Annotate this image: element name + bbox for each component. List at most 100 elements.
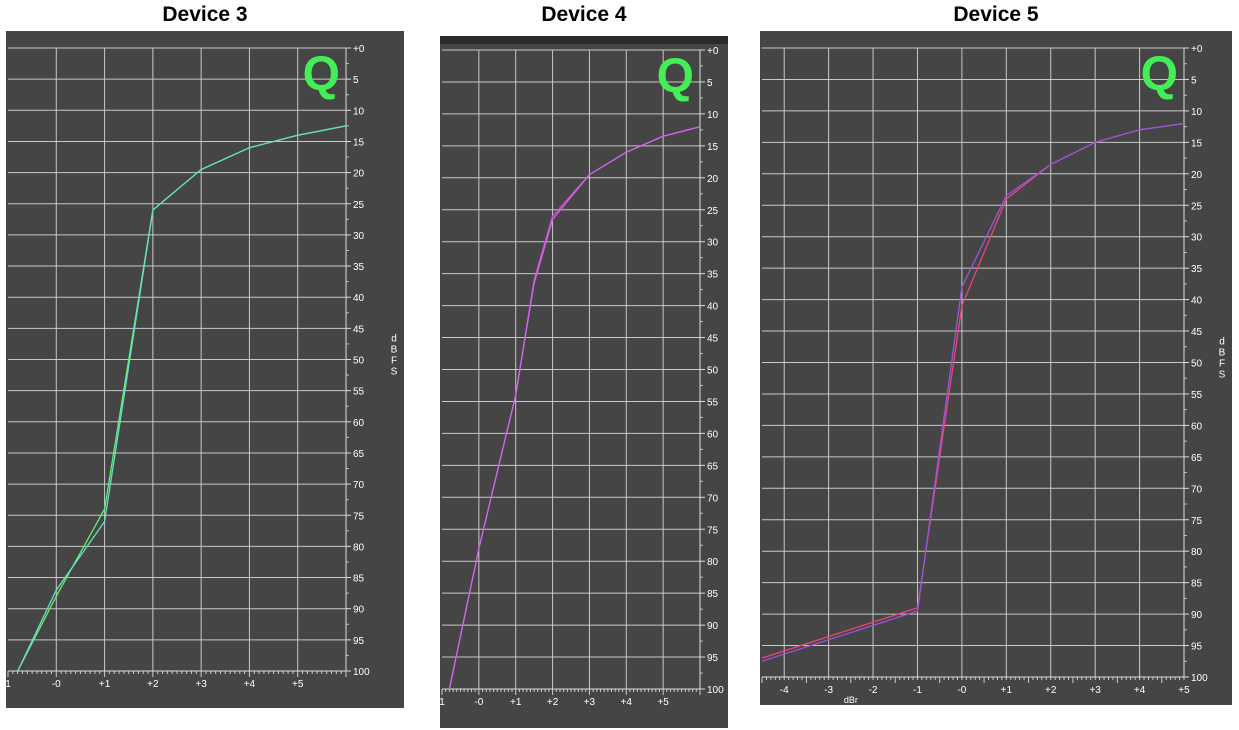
x-tick-label: +4 xyxy=(244,679,256,690)
chart-svg: +0 5 10 15 20 25 30 35 40 45 50 55 60 65 70 75 80 85 90 95 1… xyxy=(440,36,728,708)
chart-title-device-3: Device 3 xyxy=(162,3,248,26)
chart-device-4: +0 5 10 15 20 25 30 35 40 45 50 55 60 65 70 75 80 85 90 95 1… xyxy=(440,36,728,728)
y-tick-label: 80 xyxy=(1191,547,1203,558)
x-tick-label: -1 xyxy=(913,685,922,696)
y-tick-label: 60 xyxy=(353,418,365,429)
y-tick-label: 75 xyxy=(353,511,365,522)
x-tick-label: +1 xyxy=(99,679,111,690)
x-tick-label: 1 xyxy=(440,697,445,708)
x-tick-label: +1 xyxy=(1001,685,1013,696)
y-tick-label: 80 xyxy=(707,557,719,568)
series-line xyxy=(761,122,1185,659)
y-tick-label: 90 xyxy=(1191,610,1203,621)
y-tick-label: 85 xyxy=(353,574,365,585)
y-tick-label: 30 xyxy=(707,238,719,249)
y-tick-label: 35 xyxy=(353,262,365,273)
y-tick-label: 75 xyxy=(1191,516,1203,527)
x-tick-label: -0 xyxy=(474,697,483,708)
y-tick-label: 45 xyxy=(1191,327,1203,338)
chart-top-band xyxy=(440,36,728,44)
y-tick-label: 25 xyxy=(353,200,365,211)
chart-svg: +0 5 10 15 20 25 30 35 40 45 50 55 60 65 70 75 80 85 90 95 1… xyxy=(6,44,398,690)
y-tick-label: 70 xyxy=(353,480,365,491)
y-tick-label: 100 xyxy=(353,667,370,678)
y-tick-label: 25 xyxy=(1191,201,1203,212)
y-tick-label: 10 xyxy=(1191,107,1203,118)
y-tick-label: 50 xyxy=(707,366,719,377)
y-tick-label: 40 xyxy=(353,293,365,304)
y-tick-label: 50 xyxy=(353,356,365,367)
y-tick-label: 75 xyxy=(707,525,719,536)
x-tick-label: +5 xyxy=(292,679,304,690)
y-tick-label: 65 xyxy=(353,449,365,460)
chart-title-device-4: Device 4 xyxy=(541,3,627,26)
y-tick-label: 10 xyxy=(353,106,365,117)
x-tick-label: -4 xyxy=(780,685,789,696)
y-tick-label: 45 xyxy=(353,324,365,335)
x-tick-label: +4 xyxy=(621,697,633,708)
y-tick-label: 40 xyxy=(1191,296,1203,307)
y-tick-label: 35 xyxy=(707,270,719,281)
series-line xyxy=(761,122,1185,662)
y-tick-label: 95 xyxy=(353,636,365,647)
x-axis-label: dBr xyxy=(844,695,858,705)
y-tick-label: 15 xyxy=(707,142,719,153)
y-tick-label: 90 xyxy=(353,605,365,616)
y-tick-label: 40 xyxy=(707,302,719,313)
x-tick-label: +5 xyxy=(1178,685,1190,696)
y-tick-label: 45 xyxy=(707,334,719,345)
y-tick-label: 15 xyxy=(353,137,365,148)
y-tick-label: +0 xyxy=(353,44,365,55)
y-tick-label: 95 xyxy=(707,653,719,664)
y-tick-label: 30 xyxy=(1191,233,1203,244)
x-tick-label: -0 xyxy=(52,679,61,690)
y-tick-label: 60 xyxy=(707,429,719,440)
x-tick-label: +2 xyxy=(147,679,159,690)
y-tick-label: 50 xyxy=(1191,359,1203,370)
x-tick-label: +3 xyxy=(1089,685,1101,696)
y-tick-label: 20 xyxy=(1191,170,1203,181)
y-tick-label: +0 xyxy=(707,46,719,57)
series-line xyxy=(448,126,701,690)
y-tick-label: 5 xyxy=(353,75,359,86)
x-tick-label: -0 xyxy=(957,685,966,696)
y-tick-label: 85 xyxy=(707,589,719,600)
y-tick-label: +0 xyxy=(1191,44,1203,55)
series-line xyxy=(17,125,347,672)
y-tick-label: 5 xyxy=(707,78,713,89)
y-tick-label: 85 xyxy=(1191,579,1203,590)
y-tick-label: 30 xyxy=(353,231,365,242)
y-tick-label: 90 xyxy=(707,621,719,632)
x-tick-label: +1 xyxy=(510,697,522,708)
series-line xyxy=(448,126,701,690)
y-tick-label: 10 xyxy=(707,110,719,121)
y-tick-label: 65 xyxy=(1191,453,1203,464)
x-tick-label: 1 xyxy=(6,679,11,690)
chart-device-5: +0 5 10 15 20 25 30 35 40 45 50 55 60 65 70 75 80 85 90 95 1… xyxy=(760,31,1232,705)
y-tick-label: 100 xyxy=(1191,673,1208,684)
x-tick-label: +4 xyxy=(1134,685,1146,696)
y-tick-label: 80 xyxy=(353,542,365,553)
x-tick-label: +5 xyxy=(657,697,669,708)
y-tick-label: 25 xyxy=(707,206,719,217)
q-logo-icon: Q xyxy=(1141,48,1178,101)
y-tick-label: 5 xyxy=(1191,75,1197,86)
x-tick-label: +2 xyxy=(1045,685,1057,696)
x-tick-label: -2 xyxy=(869,685,878,696)
y-tick-label: 55 xyxy=(707,397,719,408)
x-tick-label: +3 xyxy=(195,679,207,690)
x-tick-label: +3 xyxy=(584,697,596,708)
y-tick-label: 55 xyxy=(1191,390,1203,401)
y-tick-label: 100 xyxy=(707,685,724,696)
q-logo-icon: Q xyxy=(303,48,340,101)
y-tick-label: 15 xyxy=(1191,138,1203,149)
y-tick-label: 55 xyxy=(353,387,365,398)
y-tick-label: 20 xyxy=(353,169,365,180)
y-tick-label: 70 xyxy=(1191,484,1203,495)
y-tick-label: 35 xyxy=(1191,264,1203,275)
x-tick-label: +2 xyxy=(547,697,559,708)
chart-svg: +0 5 10 15 20 25 30 35 40 45 50 55 60 65 70 75 80 85 90 95 1… xyxy=(761,44,1226,705)
x-tick-label: -3 xyxy=(824,685,833,696)
y-tick-label: 95 xyxy=(1191,642,1203,653)
